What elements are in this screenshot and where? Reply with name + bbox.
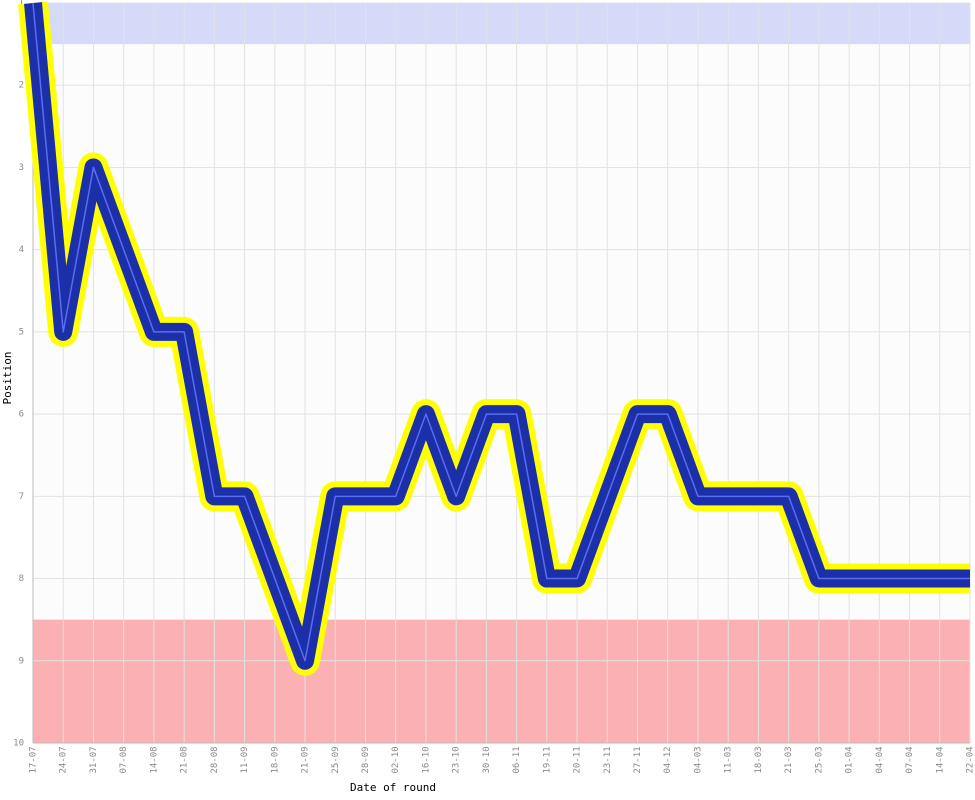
x-tick-label: 23-11 [603,746,613,773]
x-tick-label: 06-11 [512,746,522,773]
x-tick-label: 18-09 [270,746,280,773]
x-tick-label: 02-10 [391,746,401,773]
x-tick-label: 30-10 [482,746,492,773]
x-tick-label: 07-04 [905,746,915,773]
x-tick-label: 21-09 [301,746,311,773]
x-tick-label: 25-03 [814,746,824,773]
line [32,2,970,662]
x-tick-label: 21-08 [180,746,190,773]
y-tick-label: 5 [19,327,24,337]
x-tick-label: 18-03 [754,746,764,773]
x-tick-label: 11-03 [724,746,734,773]
x-tick-label: 11-09 [240,746,250,773]
x-tick-label: 04-12 [663,746,673,773]
y-tick-label: 8 [19,574,24,584]
x-tick-label: 24-07 [59,746,69,773]
band [33,3,970,45]
x-tick-label: 22-04 [966,746,975,773]
x-axis-title: Date of round [350,781,436,794]
x-tick-label: 16-10 [421,746,431,773]
y-tick-label: 9 [19,656,24,666]
x-tick-label: 28-08 [210,746,220,773]
x-tick-label: 04-03 [693,746,703,773]
x-tick-label: 31-07 [89,746,99,773]
x-tick-label: 23-10 [452,746,462,773]
x-tick-label: 20-11 [573,746,583,773]
y-tick-label: 4 [19,245,24,255]
x-tick-label: 21-03 [784,746,794,773]
x-tick-label: 25-09 [331,746,341,773]
x-tick-label: 19-11 [542,746,552,773]
x-tick-label: 14-04 [935,746,945,773]
x-tick-label: 14-08 [149,746,159,773]
band [33,619,970,743]
x-tick-label: 27-11 [633,746,643,773]
y-tick-label: 2 [19,81,24,91]
y-tick-label: 3 [19,163,24,173]
x-tick-label: 04-04 [875,746,885,773]
y-tick-label: 7 [19,492,24,502]
x-tick-label: 01-04 [845,746,855,773]
y-tick-label: 10 [13,739,24,749]
x-tick-label: 28-09 [361,746,371,773]
x-tick-label: 07-08 [119,746,129,773]
y-tick-label: 6 [19,410,24,420]
x-tick-label: 17-07 [29,746,39,773]
y-axis-title: Position [1,352,14,405]
